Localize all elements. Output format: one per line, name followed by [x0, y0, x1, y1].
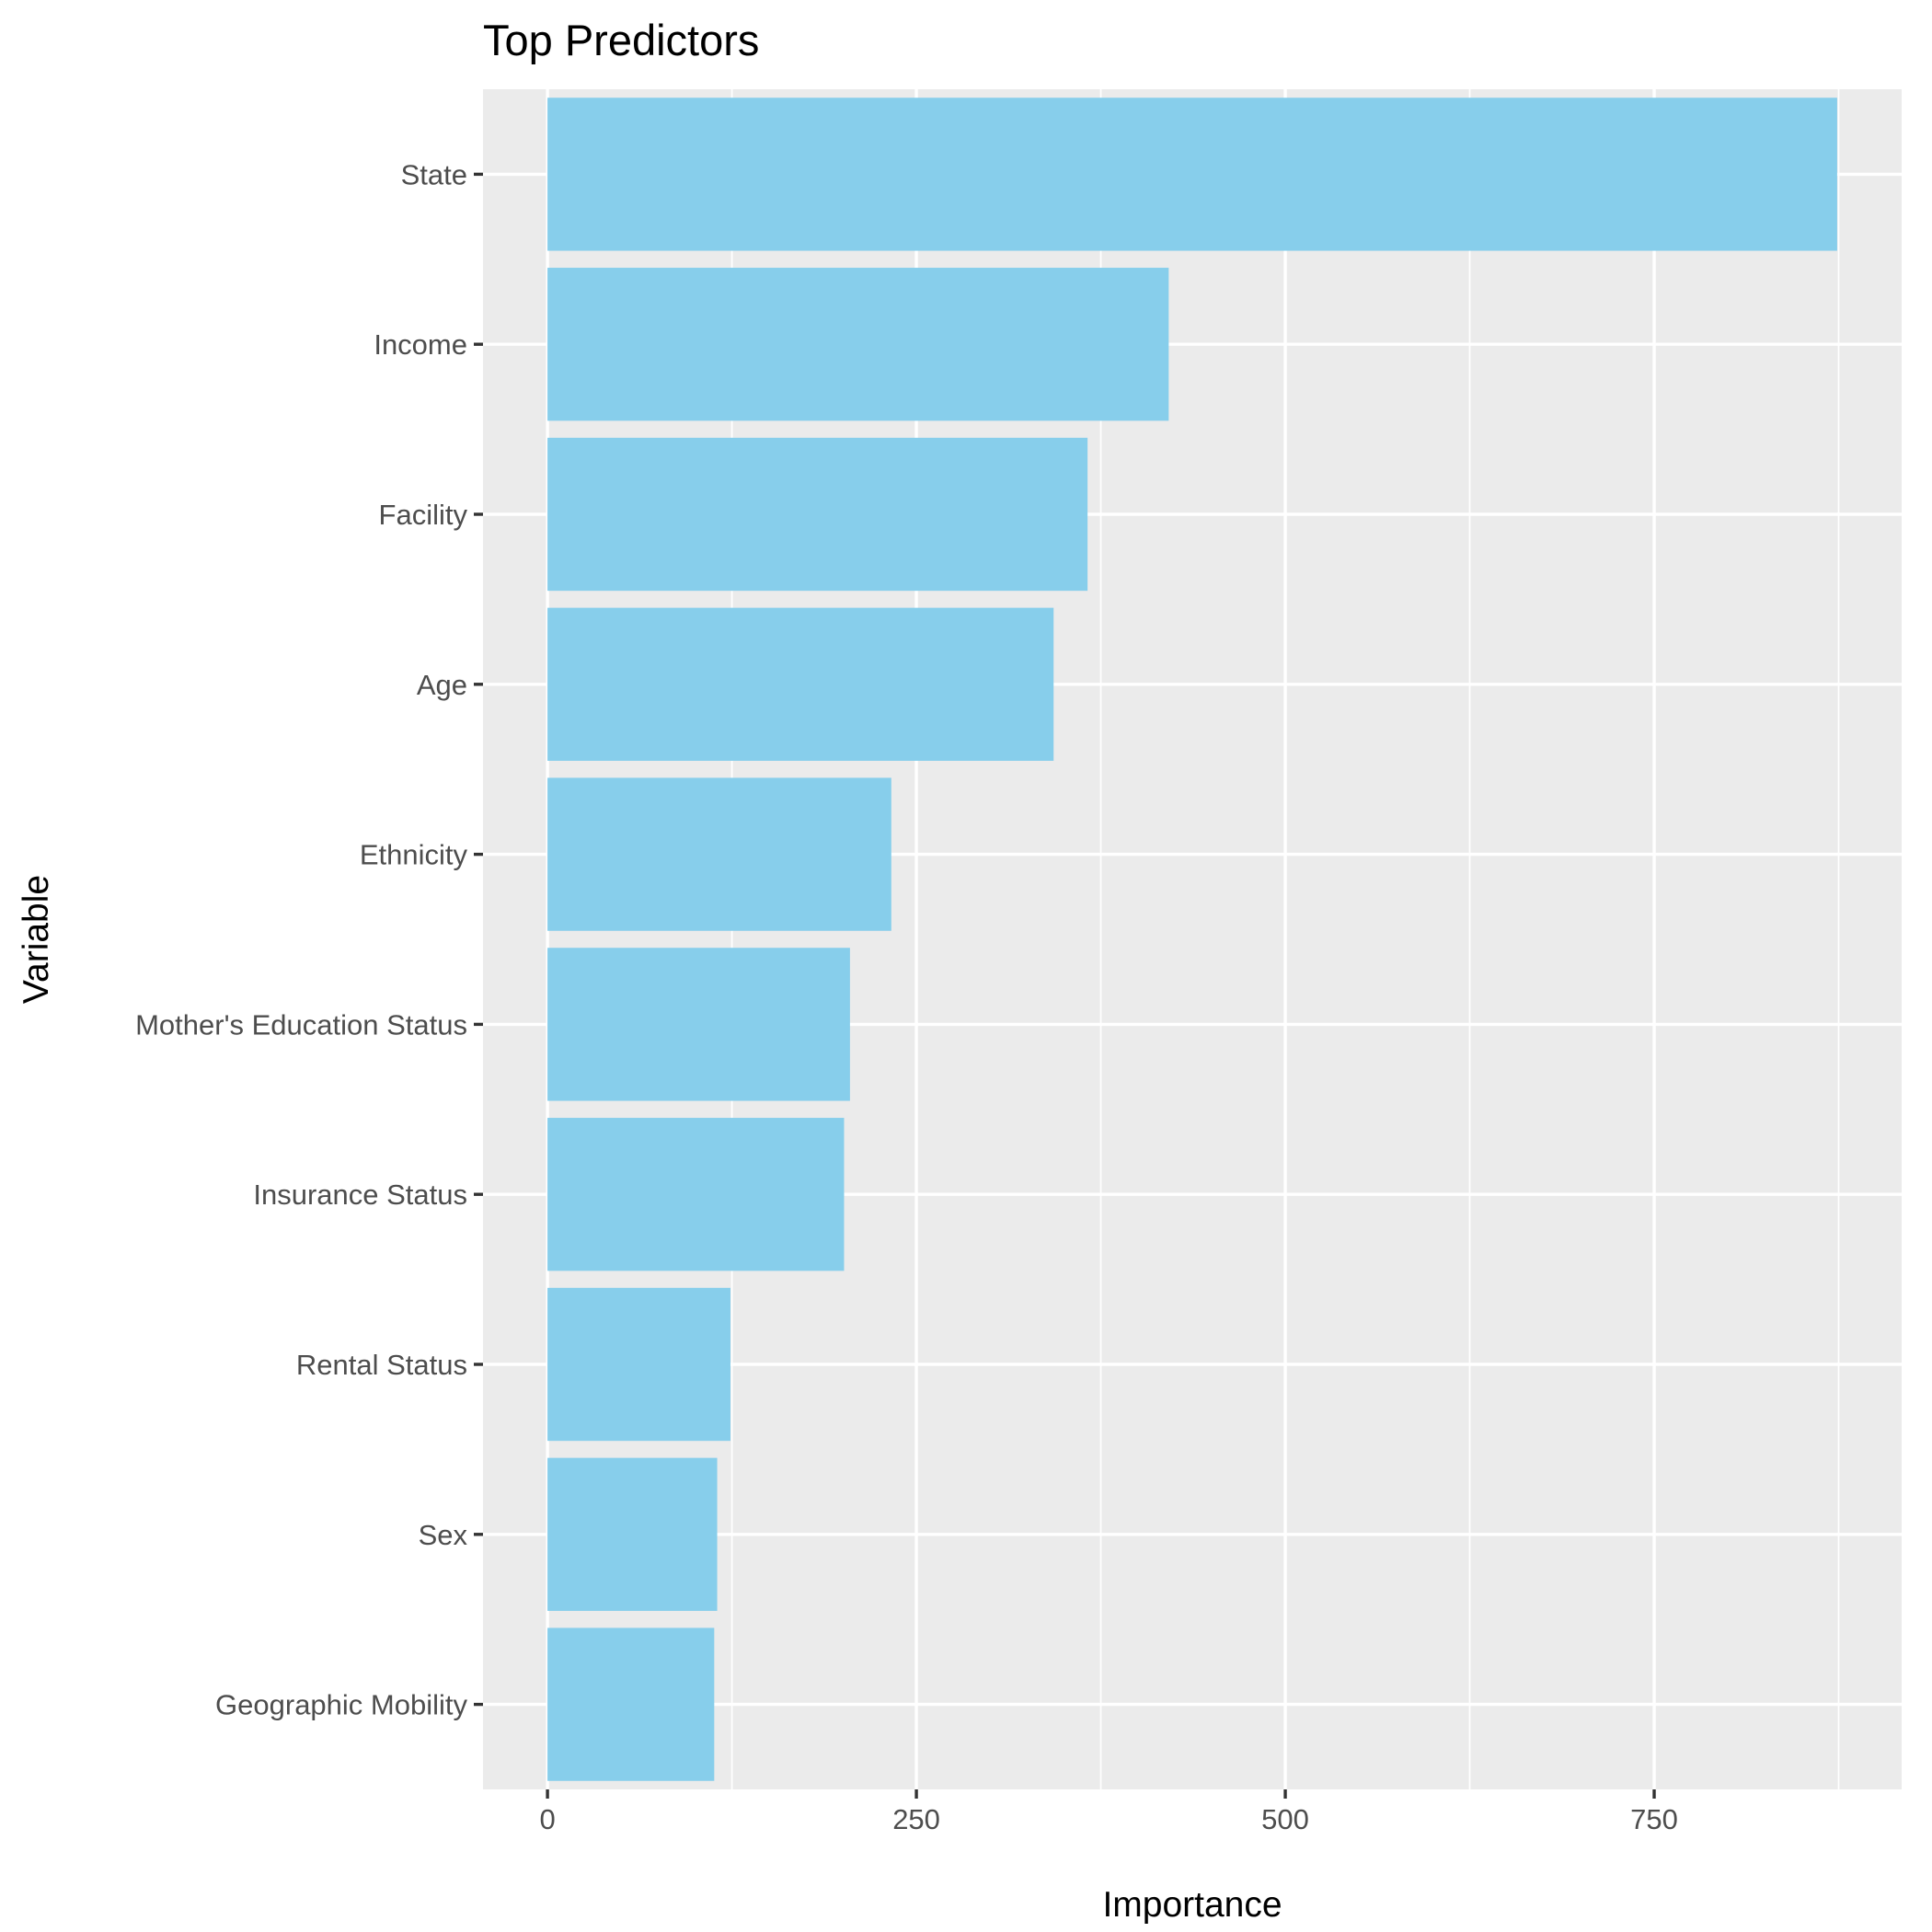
y-axis: State Income Facility Age Ethnicity Mother's …: [135, 158, 483, 1721]
y-tick-label: Ethnicity: [360, 839, 468, 871]
y-tick-label: Sex: [419, 1519, 468, 1551]
bar: [547, 1457, 718, 1611]
x-axis: 0 250 500 750: [539, 1789, 1678, 1835]
x-axis-title: Importance: [1102, 1885, 1282, 1925]
bars: [547, 98, 1837, 1781]
x-tick-label: 750: [1630, 1803, 1678, 1835]
bar: [547, 948, 850, 1101]
y-tick-label: State: [401, 158, 467, 190]
y-axis-title: Variable: [17, 875, 56, 1004]
bar: [547, 98, 1837, 251]
x-tick-label: 250: [892, 1803, 940, 1835]
y-tick-label: Facility: [379, 499, 468, 531]
bar: [547, 1118, 845, 1271]
bar: [547, 437, 1088, 592]
bar: [547, 607, 1054, 761]
bar: [547, 777, 891, 931]
bar: [547, 268, 1169, 421]
chart-title: Top Predictors: [483, 16, 759, 64]
y-tick-label: Age: [417, 669, 467, 701]
y-tick-label: Mother's Education Status: [135, 1008, 467, 1041]
y-tick-label: Income: [374, 328, 467, 361]
y-tick-label: Rental Status: [296, 1349, 467, 1381]
x-tick-label: 0: [539, 1803, 555, 1835]
y-tick-label: Geographic Mobility: [215, 1689, 467, 1721]
y-tick-label: Insurance Status: [253, 1179, 467, 1211]
bar: [547, 1627, 715, 1781]
x-tick-label: 500: [1261, 1803, 1309, 1835]
bar: [547, 1287, 730, 1442]
